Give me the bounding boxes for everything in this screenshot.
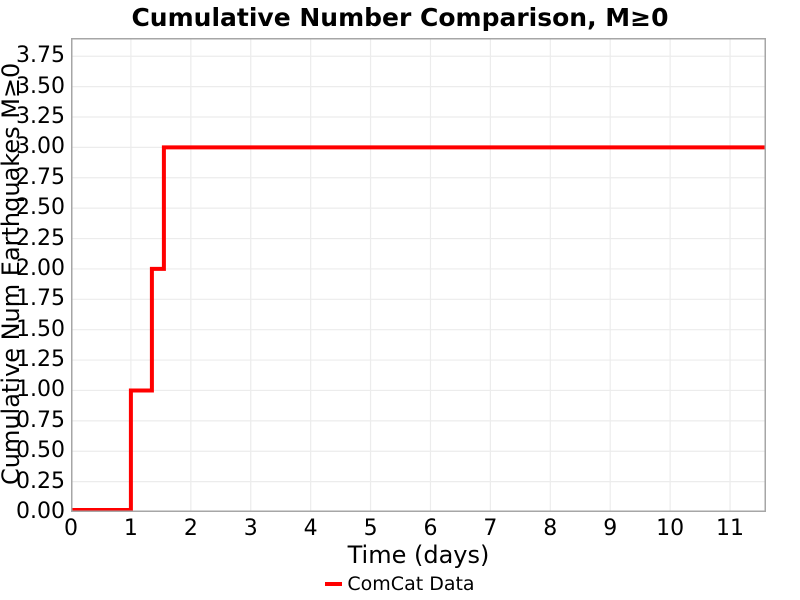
y-tick-label: 3.50 (16, 73, 65, 99)
chart-title: Cumulative Number Comparison, M≥0 (131, 3, 669, 32)
x-tick-label: 7 (483, 516, 498, 541)
x-tick-label: 6 (423, 516, 438, 541)
y-tick-label: 1.75 (16, 286, 65, 312)
y-tick-label: 1.50 (16, 316, 65, 342)
y-tick-label: 3.00 (16, 134, 65, 160)
x-tick-label: 5 (363, 516, 378, 541)
plot-area (71, 38, 766, 512)
y-tick-label: 2.50 (16, 195, 65, 221)
y-tick-label: 3.75 (16, 43, 65, 69)
y-tick-label: 0.00 (16, 499, 65, 524)
x-axis-label: Time (days) (347, 541, 490, 569)
legend-label: ComCat Data (347, 573, 475, 595)
y-tick-label: 1.25 (16, 347, 65, 373)
x-tick-label: 2 (183, 516, 198, 541)
y-tick-label: 2.75 (16, 164, 65, 190)
x-tick-label: 3 (243, 516, 258, 541)
x-tick-label: 11 (716, 516, 745, 541)
y-tick-label: 3.25 (16, 104, 65, 129)
y-tick-label: 1.00 (16, 377, 65, 403)
x-tick-label: 9 (603, 516, 618, 541)
y-tick-label: 2.00 (16, 255, 65, 281)
y-tick-label: 0.25 (16, 468, 65, 494)
y-tick-label: 0.50 (16, 438, 65, 464)
x-tick-label: 0 (64, 516, 78, 541)
x-tick-label: 4 (303, 516, 318, 541)
step-line-chart (71, 38, 766, 512)
x-tick-label: 1 (123, 516, 138, 541)
y-tick-label: 2.25 (16, 225, 65, 251)
legend: ComCat Data (0, 572, 800, 596)
x-tick-label: 10 (656, 516, 685, 541)
x-tick-label: 8 (543, 516, 558, 541)
y-tick-label: 0.75 (16, 407, 65, 433)
legend-line-swatch (325, 582, 343, 586)
